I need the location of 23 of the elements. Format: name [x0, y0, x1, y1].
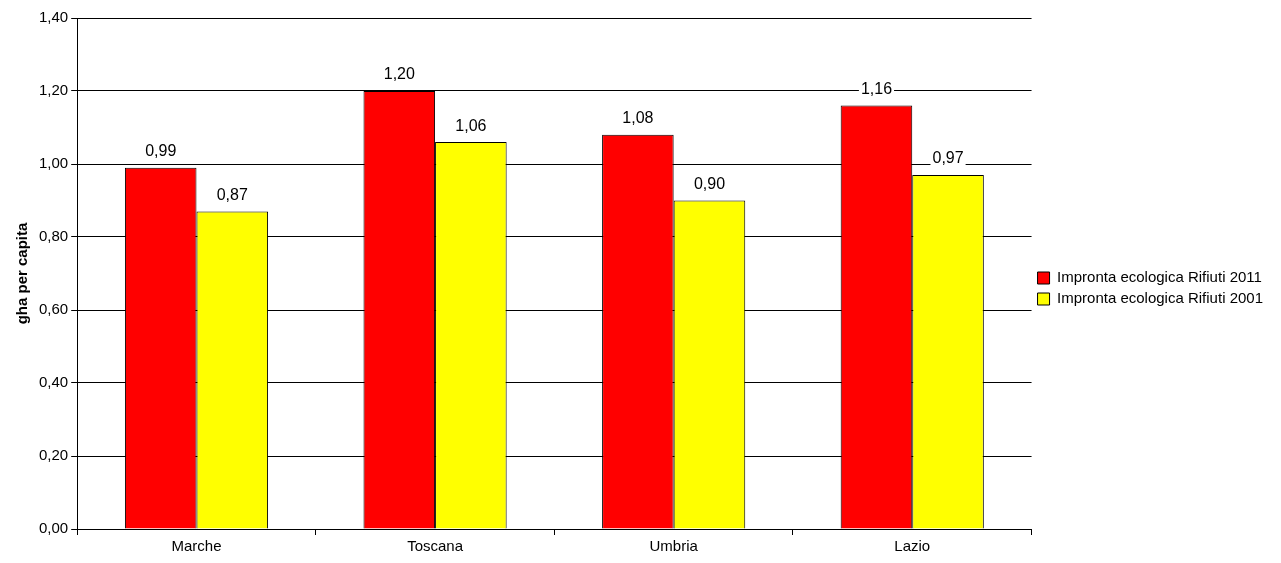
data-label: 0,99: [145, 142, 177, 160]
data-label: 1,06: [455, 116, 487, 134]
y-tick-label: 0,20: [38, 446, 69, 464]
data-label: 1,20: [383, 65, 415, 83]
x-tick-label: Toscana: [407, 537, 464, 555]
data-label: 0,97: [932, 149, 964, 167]
y-tick-label: 1,00: [38, 154, 69, 172]
y-tick-label: 1,20: [38, 81, 69, 99]
y-tick-label: 0,60: [38, 300, 69, 318]
y-axis-title: gha per capita: [13, 222, 31, 325]
y-tick-label: 0,00: [38, 519, 69, 537]
legend-label: Impronta ecologica Rifiuti 2011: [1057, 268, 1262, 286]
data-label: 1,08: [622, 109, 654, 127]
x-tick-label: Umbria: [649, 537, 699, 555]
data-label: 0,90: [693, 174, 726, 192]
data-label: 1,16: [860, 80, 893, 98]
x-tick-label: Lazio: [894, 537, 931, 555]
legend-label: Impronta ecologica Rifiuti 2001: [1057, 289, 1263, 307]
x-tick-label: Marche: [171, 537, 222, 555]
y-tick-label: 0,80: [38, 227, 69, 245]
y-tick-label: 1,40: [38, 8, 69, 26]
y-tick-label: 0,40: [38, 373, 69, 391]
data-label: 0,87: [216, 185, 248, 203]
